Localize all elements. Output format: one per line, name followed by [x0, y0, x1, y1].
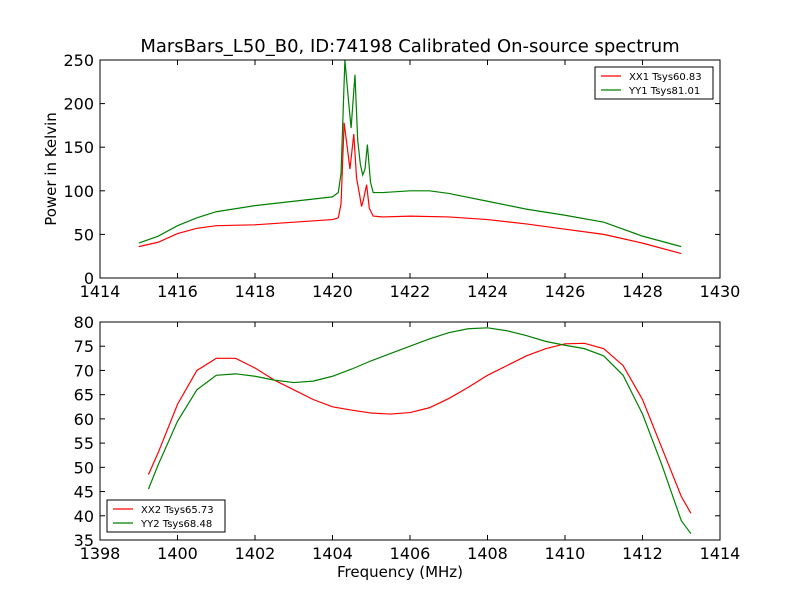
- x-tick-label: 1412: [622, 544, 663, 563]
- y-tick-label: 70: [74, 361, 94, 380]
- y-tick-label: 150: [63, 138, 94, 157]
- x-tick-label: 1398: [80, 544, 121, 563]
- plot-top: 1414 1416 1418 1420 1422 1424 1426 1428 1430 0 50 1…: [42, 51, 740, 301]
- y-tick-label: 60: [74, 410, 94, 429]
- legend: XX2 Tsys65.73 YY2 Tsys68.48: [106, 499, 226, 533]
- series-line-2: [138, 59, 682, 248]
- x-tick-label: 1414: [80, 282, 121, 301]
- y-tick-label: 80: [74, 313, 94, 332]
- series-line-1: [147, 342, 692, 514]
- y-tick-label: 100: [63, 182, 94, 201]
- y-tick-label: 50: [74, 225, 94, 244]
- y-tick-label: 45: [74, 483, 94, 502]
- y-tick-label: 55: [74, 434, 94, 453]
- y-tick-label: 40: [74, 507, 94, 526]
- x-tick-label: 1406: [390, 544, 431, 563]
- x-tick-label: 1410: [545, 544, 586, 563]
- y-tick-label: 50: [74, 458, 94, 477]
- series-line-2: [147, 327, 692, 535]
- x-tick-label: 1418: [235, 282, 276, 301]
- y-axis-label: Power in Kelvin: [42, 112, 60, 226]
- legend-entry: XX2 Tsys65.73: [141, 505, 214, 516]
- x-tick-label: 1408: [467, 544, 508, 563]
- figure-title: MarsBars_L50_B0, ID:74198 Calibrated On-…: [140, 36, 679, 57]
- x-tick-label: 1430: [700, 282, 741, 301]
- y-tick-label: 75: [74, 337, 94, 356]
- legend-box: [106, 499, 226, 533]
- legend-entry: XX1 Tsys60.83: [629, 72, 702, 83]
- legend-box: [594, 66, 714, 100]
- x-axis-label: Frequency (MHz): [337, 563, 463, 581]
- x-tick-label: 1420: [312, 282, 353, 301]
- x-tick-label: 1428: [622, 282, 663, 301]
- series-line-1: [138, 122, 682, 255]
- y-tick-label: 250: [63, 51, 94, 70]
- plot-bottom: 1398 1400 1402 1404 1406 1408 1410 1412 1414 35 40…: [74, 313, 741, 581]
- x-tick-label: 1414: [700, 544, 741, 563]
- y-tick-label: 65: [74, 386, 94, 405]
- x-tick-label: 1424: [467, 282, 508, 301]
- y-tick-label: 200: [63, 95, 94, 114]
- y-tick-label: 0: [84, 269, 94, 288]
- x-tick-label: 1422: [390, 282, 431, 301]
- legend-entry: YY1 Tsys81.01: [628, 86, 700, 97]
- x-tick-label: 1426: [545, 282, 586, 301]
- x-tick-label: 1400: [157, 544, 198, 563]
- legend-entry: YY2 Tsys68.48: [140, 519, 212, 530]
- x-tick-label: 1402: [235, 544, 276, 563]
- x-tick-label: 1416: [157, 282, 198, 301]
- x-tick-label: 1404: [312, 544, 353, 563]
- y-tick-label: 35: [74, 531, 94, 550]
- legend: XX1 Tsys60.83 YY1 Tsys81.01: [594, 66, 714, 100]
